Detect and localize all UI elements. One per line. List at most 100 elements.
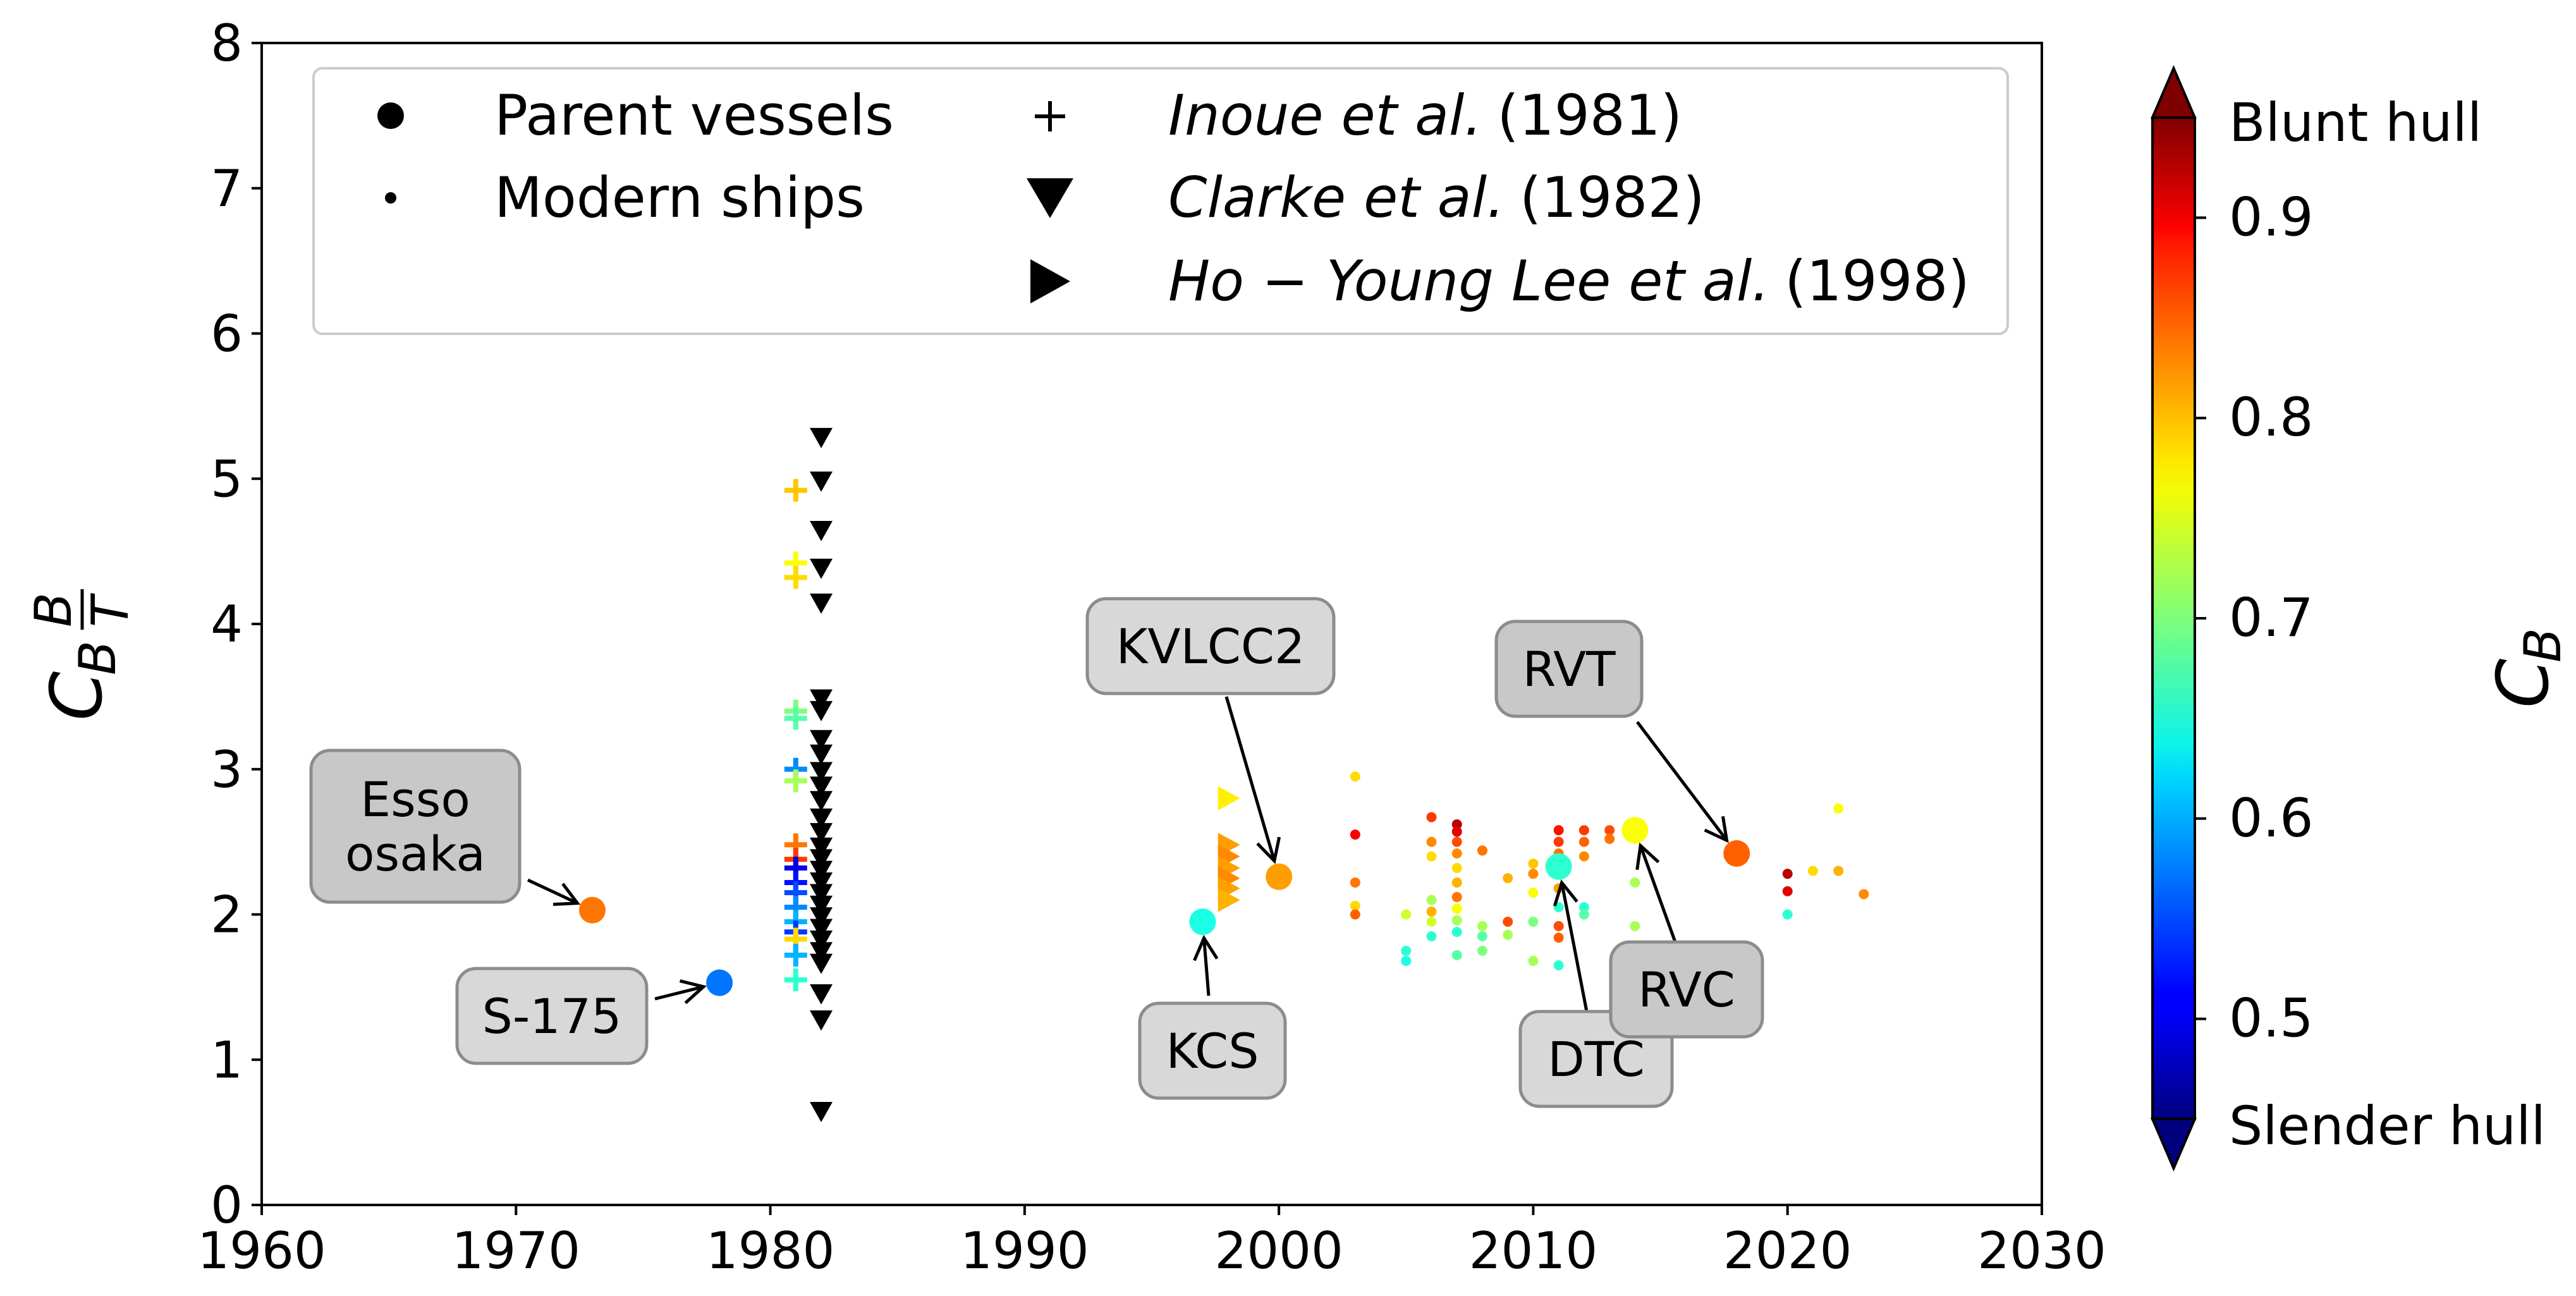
modern-point bbox=[1553, 825, 1564, 836]
modern-point bbox=[1451, 862, 1462, 873]
legend-parent-label: Parent vessels bbox=[494, 83, 894, 148]
modern-point bbox=[1477, 931, 1487, 941]
modern-point bbox=[1578, 902, 1589, 913]
clarke-point bbox=[810, 907, 833, 928]
clarke-point bbox=[810, 837, 833, 858]
ylabel-num: B bbox=[24, 592, 83, 627]
clarke-point bbox=[810, 744, 833, 765]
modern-point bbox=[1451, 950, 1462, 960]
colorbar-tick-label: 0.8 bbox=[2229, 386, 2314, 448]
modern-point bbox=[1528, 869, 1539, 879]
colorbar-title: C B bbox=[2482, 628, 2572, 708]
colorbar-tick-label: 0.7 bbox=[2229, 587, 2314, 649]
modern-point bbox=[1451, 877, 1462, 888]
modern-point bbox=[1604, 834, 1615, 845]
modern-point bbox=[1451, 927, 1462, 938]
modern-point bbox=[1782, 886, 1793, 896]
modern-point bbox=[1553, 920, 1564, 931]
modern-point bbox=[1426, 851, 1437, 862]
parent-series bbox=[578, 817, 1750, 996]
colorbar-title-base: C bbox=[2482, 659, 2565, 708]
modern-series bbox=[1350, 771, 1869, 970]
clarke-point bbox=[810, 776, 833, 797]
clarke-point bbox=[810, 860, 833, 881]
modern-point bbox=[1451, 903, 1462, 914]
legend-parent-marker bbox=[377, 102, 404, 129]
annotation-label: KVLCC2 bbox=[1116, 618, 1305, 675]
modern-point bbox=[1426, 931, 1437, 941]
annotation-label: S-175 bbox=[482, 988, 622, 1044]
modern-point bbox=[1451, 891, 1462, 902]
y-tick-label: 2 bbox=[211, 886, 243, 944]
clarke-point bbox=[810, 558, 833, 579]
legend-inoue-label: Inoue et al. (1981) bbox=[1168, 83, 1682, 148]
legend-inoue-name: Inoue et al. bbox=[1168, 83, 1482, 148]
y-tick-label: 0 bbox=[211, 1176, 243, 1235]
y-tick-label: 4 bbox=[211, 595, 243, 654]
x-tick-label: 2020 bbox=[1723, 1221, 1852, 1280]
clarke-point bbox=[810, 1010, 833, 1031]
modern-point bbox=[1350, 771, 1360, 782]
clarke-point bbox=[810, 689, 833, 710]
lee-point bbox=[1218, 786, 1240, 810]
legend-inoue-marker bbox=[1035, 101, 1065, 131]
annotation-arrowhead bbox=[679, 979, 707, 1005]
modern-point bbox=[1859, 889, 1869, 900]
colorbar-top-label: Blunt hull bbox=[2229, 92, 2482, 154]
modern-point bbox=[1477, 845, 1487, 856]
modern-point bbox=[1630, 877, 1640, 888]
y-tick-label: 8 bbox=[211, 14, 243, 73]
colorbar-tick-label: 0.9 bbox=[2229, 186, 2314, 248]
clarke-point bbox=[810, 884, 833, 905]
annotation-arrow bbox=[654, 985, 704, 1001]
modern-point bbox=[1350, 909, 1360, 920]
clarke-point bbox=[810, 872, 833, 893]
modern-point bbox=[1451, 848, 1462, 859]
clarke-point bbox=[810, 791, 833, 812]
annotation-box bbox=[1494, 620, 1644, 718]
annotation-label: Esso bbox=[360, 771, 470, 828]
annotation-arrowhead bbox=[1256, 836, 1281, 864]
clarke-point bbox=[810, 984, 833, 1005]
annotation-label: RVT bbox=[1522, 641, 1616, 697]
inoue-point bbox=[784, 707, 807, 730]
clarke-point bbox=[810, 808, 833, 829]
legend-modern-marker bbox=[385, 192, 396, 204]
modern-point bbox=[1451, 915, 1462, 926]
inoue-point bbox=[784, 566, 807, 589]
clarke-point bbox=[810, 849, 833, 870]
clarke-point bbox=[810, 471, 833, 492]
y-tick-label: 3 bbox=[211, 740, 243, 799]
x-axis: 1960 1970 1980 1990 2000 2010 2020 2030 bbox=[197, 1205, 2106, 1280]
colorbar-tick-label: 0.5 bbox=[2229, 987, 2314, 1049]
modern-point bbox=[1553, 836, 1564, 847]
modern-point bbox=[1528, 888, 1539, 898]
annotation-box bbox=[1609, 940, 1764, 1039]
legend-modern-label: Modern ships bbox=[494, 165, 865, 230]
modern-point bbox=[1503, 873, 1513, 884]
modern-point bbox=[1503, 916, 1513, 927]
modern-point bbox=[1578, 836, 1589, 847]
parent-point bbox=[1545, 853, 1572, 880]
legend: Parent vessels Modern ships Inoue et al.… bbox=[312, 67, 2009, 335]
y-tick-label: 6 bbox=[211, 305, 243, 364]
annotation-label: RVC bbox=[1638, 962, 1735, 1018]
clarke-point bbox=[810, 953, 833, 974]
y-tick-label: 7 bbox=[211, 159, 243, 218]
modern-point bbox=[1350, 877, 1360, 888]
clarke-point bbox=[810, 1101, 833, 1122]
annotation-label: KCS bbox=[1166, 1023, 1259, 1079]
annotation-arrow bbox=[1560, 882, 1589, 1012]
colorbar-top-extension bbox=[2150, 64, 2197, 119]
annotation: KVLCC2 bbox=[1085, 597, 1336, 864]
legend-clarke-year: (1982) bbox=[1520, 165, 1705, 230]
x-tick-label: 1970 bbox=[451, 1221, 580, 1280]
colorbar-bottom-label: Slender hull bbox=[2229, 1095, 2546, 1157]
modern-point bbox=[1350, 900, 1360, 911]
x-tick-label: 2010 bbox=[1469, 1221, 1598, 1280]
annotation-arrowhead bbox=[1553, 879, 1578, 907]
colorbar-ticks: 0.5 0.6 0.7 0.8 0.9 bbox=[2195, 186, 2314, 1049]
clarke-point bbox=[810, 593, 833, 614]
